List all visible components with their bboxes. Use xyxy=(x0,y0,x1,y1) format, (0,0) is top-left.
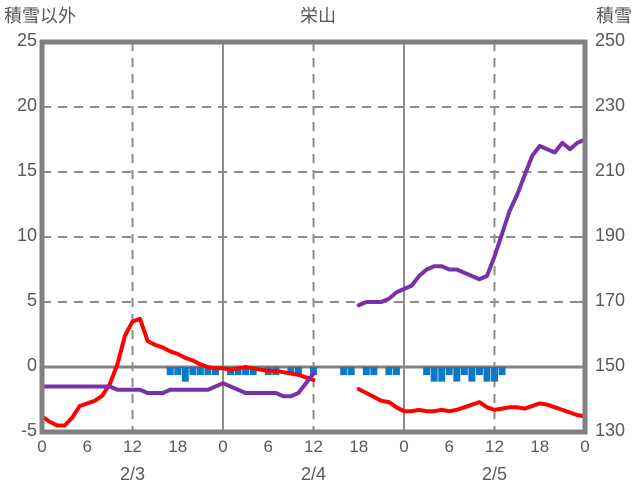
x-axis-tick: 0 xyxy=(37,437,47,456)
precipitation-bar xyxy=(385,367,393,376)
data-lines xyxy=(40,137,587,428)
x-axis-tick: 12 xyxy=(123,437,142,456)
plot-frame xyxy=(39,39,588,435)
x-axis-tick: 6 xyxy=(444,437,454,456)
x-axis-tick: 18 xyxy=(530,437,550,456)
precipitation-bar xyxy=(460,367,468,376)
line-気温 xyxy=(40,316,587,428)
precipitation-bar xyxy=(370,367,378,376)
precipitation-bar xyxy=(204,367,212,376)
precipitation-bar xyxy=(475,367,483,376)
precipitation-bar xyxy=(445,367,453,376)
left-axis-tick: 20 xyxy=(16,95,37,115)
left-axis-tick: 25 xyxy=(16,30,37,50)
precipitation-bar xyxy=(242,367,250,376)
x-axis-tick: 0 xyxy=(218,437,228,456)
precipitation-bar xyxy=(423,367,431,376)
precipitation-bar xyxy=(468,367,476,382)
precipitation-bar xyxy=(234,367,242,376)
right-axis-tick: 210 xyxy=(595,160,626,180)
right-axis-tick: 170 xyxy=(595,290,626,310)
x-axis-tick: 0 xyxy=(580,437,590,456)
left-axis-tick: 15 xyxy=(16,160,37,180)
left-axis-title: 積雪以外 xyxy=(4,6,76,26)
precipitation-bar xyxy=(294,367,302,376)
left-axis-tick: -5 xyxy=(20,420,37,440)
line-積雪深 xyxy=(40,137,587,399)
x-axis-tick: 12 xyxy=(304,437,323,456)
x-axis-tick: 0 xyxy=(399,437,409,456)
right-axis-tick: 230 xyxy=(595,95,626,115)
precipitation-bar xyxy=(438,367,446,382)
precipitation-bar xyxy=(211,367,219,376)
left-axis-tick: 0 xyxy=(26,355,37,375)
precipitation-bar xyxy=(174,367,182,376)
precipitation-bar xyxy=(249,367,257,376)
x-axis-tick: 18 xyxy=(349,437,369,456)
x-axis-tick: 6 xyxy=(82,437,92,456)
precipitation-bar xyxy=(453,367,461,382)
precipitation-bar xyxy=(362,367,370,376)
precipitation-bar xyxy=(287,367,295,376)
x-axis-tick: 12 xyxy=(485,437,504,456)
right-axis-title: 積雪 xyxy=(596,6,632,26)
x-axis-date-label: 2/4 xyxy=(300,464,327,484)
precipitation-bar xyxy=(483,367,491,382)
x-axis-date-label: 2/3 xyxy=(119,464,146,484)
precipitation-bar xyxy=(310,367,317,376)
chart-title: 栄山 xyxy=(300,6,336,26)
left-axis-tick: 5 xyxy=(26,290,37,310)
x-axis-tick: 6 xyxy=(263,437,273,456)
precipitation-bar xyxy=(430,367,438,382)
precipitation-bar xyxy=(340,367,348,376)
precipitation-bar xyxy=(392,367,400,376)
precipitation-bar xyxy=(491,367,498,382)
right-axis-tick: 250 xyxy=(595,30,626,50)
precipitation-bar xyxy=(498,367,506,376)
x-axis-tick: 18 xyxy=(168,437,188,456)
precipitation-bar xyxy=(347,367,355,376)
precipitation-bar xyxy=(196,367,204,376)
right-axis-tick: 150 xyxy=(595,355,626,375)
precipitation-bar xyxy=(166,367,174,376)
precipitation-bar xyxy=(189,367,197,376)
x-axis-date-label: 2/5 xyxy=(481,464,508,484)
right-axis-tick: 190 xyxy=(595,225,626,245)
precipitation-bar xyxy=(181,367,189,382)
left-axis-tick: 10 xyxy=(16,225,37,245)
right-axis-tick: 130 xyxy=(595,420,626,440)
